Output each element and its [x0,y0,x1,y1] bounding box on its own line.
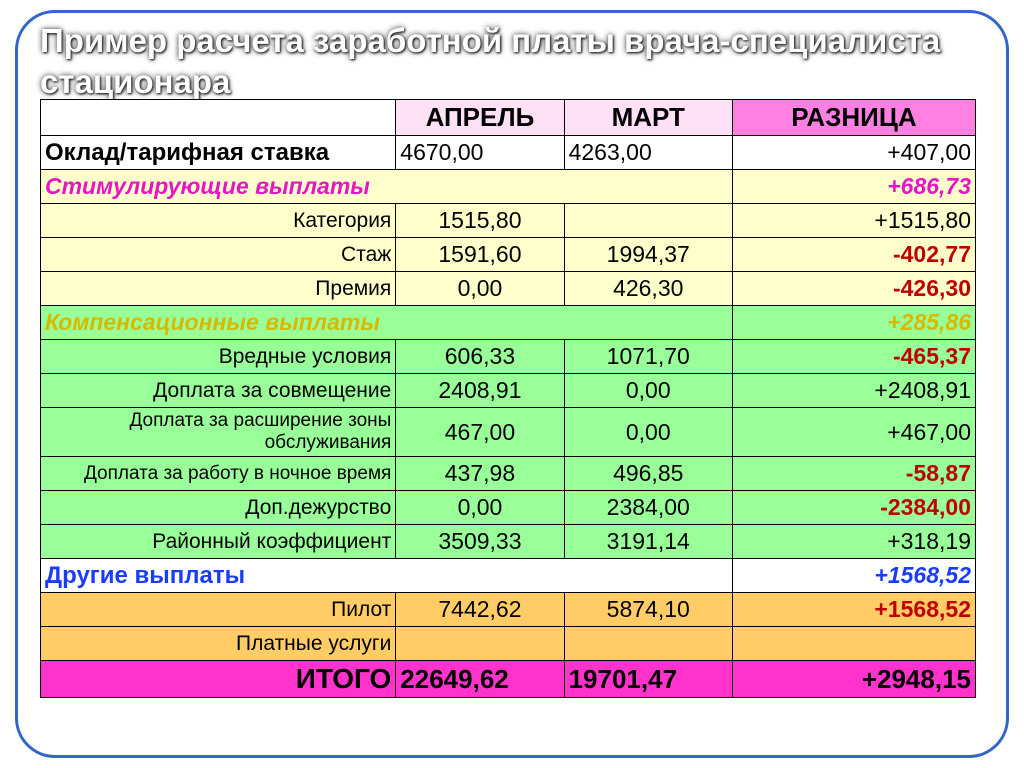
hdr-april: АПРЕЛЬ [396,100,564,136]
dezh-mar: 2384,00 [564,491,732,525]
vred-diff: -465,37 [732,340,975,374]
plat-diff [732,627,975,661]
sovm-apr: 2408,91 [396,374,564,408]
frame-tab [15,113,18,193]
row-plat: Платные услуги [41,627,976,661]
night-apr: 437,98 [396,457,564,491]
pilot-mar: 5874,10 [564,593,732,627]
row-prem: Премия 0,00 426,30 -426,30 [41,272,976,306]
other-diff: +1568,52 [732,559,975,593]
oklad-diff: +407,00 [732,136,975,170]
row-dezh: Доп.дежурство 0,00 2384,00 -2384,00 [41,491,976,525]
vred-label: Вредные условия [41,340,396,374]
zona-mar: 0,00 [564,408,732,457]
night-diff: -58,87 [732,457,975,491]
plat-label: Платные услуги [41,627,396,661]
vred-mar: 1071,70 [564,340,732,374]
plat-apr [396,627,564,661]
row-zona: Доплата за расширение зоны обслуживания … [41,408,976,457]
row-raion: Районный коэффициент 3509,33 3191,14 +31… [41,525,976,559]
night-label: Доплата за работу в ночное время [41,457,396,491]
row-comp-header: Компенсационные выплаты +285,86 [41,306,976,340]
hdr-diff: РАЗНИЦА [732,100,975,136]
itogo-diff: +2948,15 [732,661,975,698]
hdr-blank [41,100,396,136]
row-other-header: Другие выплаты +1568,52 [41,559,976,593]
oklad-mar: 4263,00 [564,136,732,170]
stim-diff: +686,73 [732,170,975,204]
raion-apr: 3509,33 [396,525,564,559]
raion-diff: +318,19 [732,525,975,559]
comp-label: Компенсационные выплаты [41,306,733,340]
salary-table: АПРЕЛЬ МАРТ РАЗНИЦА Оклад/тарифная ставк… [40,99,976,698]
sovm-diff: +2408,91 [732,374,975,408]
zona-label: Доплата за расширение зоны обслуживания [41,408,396,457]
stazh-mar: 1994,37 [564,238,732,272]
sovm-label: Доплата за совмещение [41,374,396,408]
row-itogo: ИТОГО 22649,62 19701,47 +2948,15 [41,661,976,698]
row-stazh: Стаж 1591,60 1994,37 -402,77 [41,238,976,272]
prem-mar: 426,30 [564,272,732,306]
kateg-apr: 1515,80 [396,204,564,238]
oklad-label: Оклад/тарифная ставка [41,136,396,170]
itogo-mar: 19701,47 [564,661,732,698]
pilot-label: Пилот [41,593,396,627]
zona-diff: +467,00 [732,408,975,457]
other-label: Другие выплаты [41,559,733,593]
row-night: Доплата за работу в ночное время 437,98 … [41,457,976,491]
zona-apr: 467,00 [396,408,564,457]
itogo-apr: 22649,62 [396,661,564,698]
sovm-mar: 0,00 [564,374,732,408]
vred-apr: 606,33 [396,340,564,374]
kateg-label: Категория [41,204,396,238]
raion-label: Районный коэффициент [41,525,396,559]
prem-apr: 0,00 [396,272,564,306]
stim-label: Стимулирующие выплаты [41,170,733,204]
dezh-apr: 0,00 [396,491,564,525]
row-oklad: Оклад/тарифная ставка 4670,00 4263,00 +4… [41,136,976,170]
row-sovm: Доплата за совмещение 2408,91 0,00 +2408… [41,374,976,408]
row-vred: Вредные условия 606,33 1071,70 -465,37 [41,340,976,374]
pilot-apr: 7442,62 [396,593,564,627]
kateg-diff: +1515,80 [732,204,975,238]
oklad-apr: 4670,00 [396,136,564,170]
stazh-diff: -402,77 [732,238,975,272]
prem-label: Премия [41,272,396,306]
slide-title: Пример расчета заработной платы врача-сп… [40,20,984,103]
dezh-diff: -2384,00 [732,491,975,525]
stazh-label: Стаж [41,238,396,272]
plat-mar [564,627,732,661]
raion-mar: 3191,14 [564,525,732,559]
prem-diff: -426,30 [732,272,975,306]
row-stim-header: Стимулирующие выплаты +686,73 [41,170,976,204]
hdr-mart: МАРТ [564,100,732,136]
slide: Пример расчета заработной платы врача-сп… [0,0,1024,768]
kateg-mar [564,204,732,238]
row-pilot: Пилот 7442,62 5874,10 +1568,52 [41,593,976,627]
dezh-label: Доп.дежурство [41,491,396,525]
pilot-diff: +1568,52 [732,593,975,627]
comp-diff: +285,86 [732,306,975,340]
stazh-apr: 1591,60 [396,238,564,272]
itogo-label: ИТОГО [41,661,396,698]
row-kateg: Категория 1515,80 +1515,80 [41,204,976,238]
night-mar: 496,85 [564,457,732,491]
table-header-row: АПРЕЛЬ МАРТ РАЗНИЦА [41,100,976,136]
